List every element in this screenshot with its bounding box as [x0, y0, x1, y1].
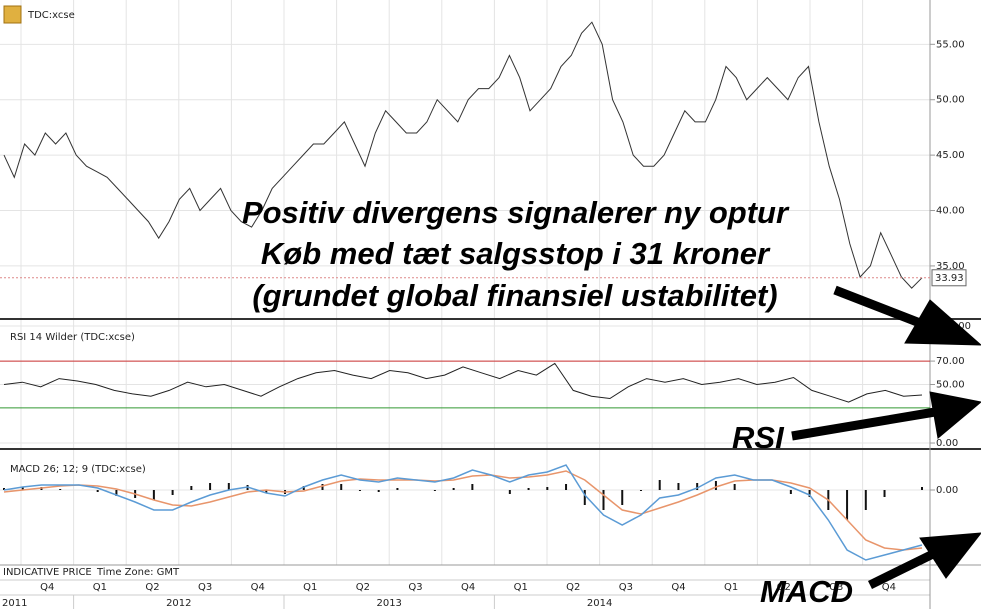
quarter-label: Q1 — [514, 582, 528, 593]
line-series — [3, 464, 923, 561]
quarter-label: Q2 — [566, 582, 580, 593]
quarter-label: Q2 — [777, 582, 791, 593]
line-series — [3, 21, 923, 289]
year-label: 2011 — [2, 598, 27, 609]
quarter-label: Q3 — [198, 582, 212, 593]
symbol-icon[interactable] — [3, 5, 22, 24]
arrow-head — [919, 532, 981, 579]
quarter-label: Q2 — [356, 582, 370, 593]
quarter-label: Q3 — [619, 582, 633, 593]
quarter-label: Q1 — [303, 582, 317, 593]
y-tick-label: 55.00 — [936, 39, 965, 50]
arrow-head — [904, 299, 981, 346]
quarter-label: Q4 — [251, 582, 265, 593]
grid — [0, 0, 930, 565]
quarter-label: Q2 — [145, 582, 159, 593]
y-tick-label: 0.00 — [936, 485, 958, 496]
quarter-label: Q3 — [408, 582, 422, 593]
last-price-label: 33.93 — [935, 273, 964, 284]
year-label: 2012 — [166, 598, 191, 609]
arrow-head — [929, 391, 981, 439]
y-tick-label: 70.00 — [936, 356, 965, 367]
macd-title[interactable]: MACD 26; 12; 9 (TDC:xcse) — [10, 464, 146, 475]
quarter-label: Q3 — [829, 582, 843, 593]
quarter-label: Q4 — [882, 582, 896, 593]
year-label: 2014 — [587, 598, 612, 609]
arrow — [833, 285, 927, 330]
rsi-label: RSI — [732, 420, 785, 455]
arrow — [868, 548, 937, 590]
arrow — [791, 407, 936, 441]
y-tick-label: 40.00 — [936, 206, 965, 217]
quarter-label: Q1 — [93, 582, 107, 593]
y-tick-label: 45.00 — [936, 150, 965, 161]
annotation: Køb med tæt salgsstop i 31 kroner — [261, 236, 771, 271]
arrows — [791, 285, 981, 590]
y-tick-label: 35.00 — [936, 261, 965, 272]
timezone: Time Zone: GMT — [96, 567, 180, 578]
y-tick-label: 50.00 — [936, 380, 965, 391]
line-series — [3, 362, 923, 403]
quarter-label: Q4 — [671, 582, 685, 593]
annotation: Positiv divergens signalerer ny optur — [242, 195, 790, 230]
quarter-label: Q4 — [40, 582, 54, 593]
note: INDICATIVE PRICE — [3, 567, 92, 578]
y-tick-label: 50.00 — [936, 95, 965, 106]
year-label: 2013 — [376, 598, 401, 609]
symbol[interactable]: TDC:xcse — [27, 10, 75, 21]
quarter-label: Q1 — [724, 582, 738, 593]
last-price-box — [931, 269, 967, 287]
y-tick-label: 0.00 — [936, 438, 958, 449]
rsi-title[interactable]: RSI 14 Wilder (TDC:xcse) — [10, 332, 135, 343]
macd-label: MACD — [760, 574, 853, 609]
annotation: (grundet global finansiel ustabilitet) — [252, 278, 777, 313]
quarter-label: Q4 — [461, 582, 475, 593]
